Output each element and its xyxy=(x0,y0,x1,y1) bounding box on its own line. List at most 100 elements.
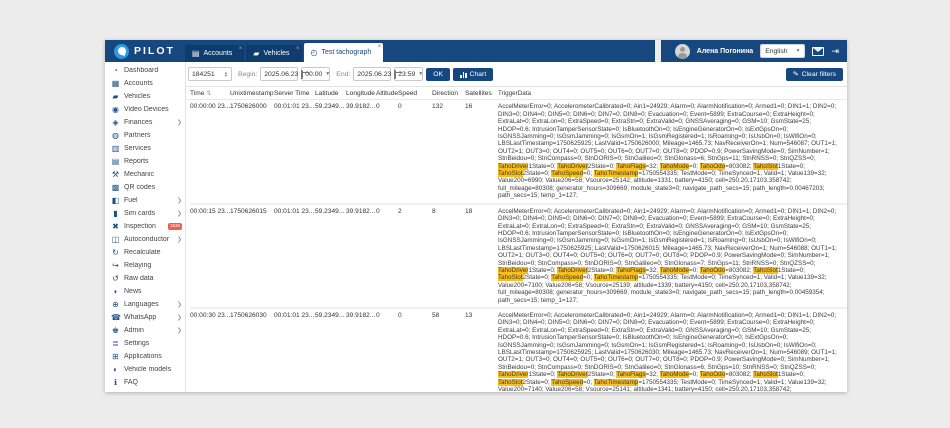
sidebar-item-label: Languages xyxy=(124,301,159,308)
sim-cards-icon: ▮ xyxy=(113,209,118,218)
ok-button[interactable]: OK xyxy=(426,67,451,81)
table-header: Time⇅Unixtimestamp⇅Server TimeLatitudeLo… xyxy=(186,87,847,101)
close-icon[interactable]: × xyxy=(238,46,243,52)
cell-direction: 132 xyxy=(432,103,444,111)
sidebar-item-label: Vehicle models xyxy=(124,366,172,373)
cell-satellites: 18 xyxy=(465,207,473,215)
column-header-latitude: Latitude xyxy=(315,90,346,97)
language-selected: English xyxy=(765,47,788,55)
sidebar-item-finances[interactable]: ◈ Finances ❯ xyxy=(105,116,185,129)
chevron-down-icon: ▼ xyxy=(418,71,424,77)
tab-label: Test tachograph xyxy=(321,49,372,56)
tachograph-tab-icon: ◴ xyxy=(310,48,318,57)
end-date-input[interactable]: 2025.06.23 xyxy=(353,67,403,81)
highlight: TahoSlot xyxy=(498,378,523,386)
sidebar-item-recalculate[interactable]: ↻ Recalculate xyxy=(105,246,185,259)
tab-accounts[interactable]: ▤ Accounts × xyxy=(184,45,245,62)
tab-test-tachograph[interactable]: ◴ Test tachograph × xyxy=(303,43,384,62)
filter-bar: 184251 ▲ ▼ Begin: 2025.06.23 00:00 ▼ End:… xyxy=(186,62,847,87)
sidebar-item-settings[interactable]: ≣ Settings xyxy=(105,337,185,350)
sidebar-item-dashboard[interactable]: ◔ Dashboard xyxy=(105,64,185,77)
chevron-right-icon: ❯ xyxy=(176,302,182,308)
messages-icon[interactable] xyxy=(812,46,825,56)
vehicles-icon: ▰ xyxy=(112,92,119,101)
sidebar-item-vehicle-models[interactable]: ◐ Vehicle models xyxy=(105,363,185,376)
highlight: TahoSlot xyxy=(498,274,523,282)
highlight: TahoFlags xyxy=(616,266,646,274)
sidebar-item-label: Admin xyxy=(124,327,144,334)
sidebar-item-news[interactable]: ◗ News xyxy=(105,285,185,298)
sidebar-item-reports[interactable]: ▤ Reports xyxy=(105,155,185,168)
highlight: TahoSlot xyxy=(753,266,778,274)
sidebar-item-label: Sim cards xyxy=(124,210,156,217)
stepper-icons[interactable]: ▲ ▼ xyxy=(224,69,228,78)
sidebar-item-label: Mechanic xyxy=(124,171,154,178)
sidebar-item-video-devices[interactable]: ◉ Video Devices xyxy=(105,103,185,116)
begin-time-select[interactable]: 00:00 ▼ xyxy=(301,67,331,81)
column-header-unixtimestamp[interactable]: Unixtimestamp⇅ xyxy=(230,90,274,97)
cell-satellites: 16 xyxy=(465,103,473,111)
end-time-select[interactable]: 23:59 ▼ xyxy=(394,67,424,81)
column-header-time[interactable]: Time ⇅ xyxy=(190,90,230,97)
avatar[interactable] xyxy=(674,43,690,59)
sidebar-item-inspection[interactable]: ✖ Inspection 1536 xyxy=(105,220,185,233)
sidebar-item-admin[interactable]: ♚ Admin ❯ xyxy=(105,324,185,337)
sidebar-item-relaying[interactable]: ↪ Relaying xyxy=(105,259,185,272)
language-select[interactable]: English ▼ xyxy=(760,44,806,58)
clear-filters-button[interactable]: ✎ Clear filters xyxy=(785,67,843,81)
calendar-icon[interactable] xyxy=(301,69,310,79)
whatsapp-icon: ☎ xyxy=(111,313,121,322)
vehicles-tab-icon: ▰ xyxy=(253,49,260,58)
sidebar-item-applications[interactable]: ⊞ Applications xyxy=(105,350,185,363)
relaying-icon: ↪ xyxy=(112,261,119,270)
sidebar-item-whatsapp[interactable]: ☎ WhatsApp ❯ xyxy=(105,311,185,324)
applications-icon: ⊞ xyxy=(112,352,119,361)
table-row[interactable]: 00:00:15 23... 1750626015 00:01:01 23... 59… xyxy=(190,205,847,309)
table-row[interactable]: 00:00:30 23... 1750626030 00:01:01 23... 59… xyxy=(190,309,847,392)
sidebar-item-qr-codes[interactable]: ▩ QR codes xyxy=(105,181,185,194)
sidebar-item-raw-data[interactable]: ↺ Raw data xyxy=(105,272,185,285)
close-icon[interactable]: × xyxy=(296,46,300,52)
highlight: TahoDriver xyxy=(557,371,588,379)
tab-vehicles[interactable]: ▰ Vehicles × xyxy=(246,45,302,62)
inspection-icon: ✖ xyxy=(112,222,119,231)
chart-button[interactable]: Chart xyxy=(453,67,494,81)
raw-data-icon: ↺ xyxy=(112,274,119,283)
tab-label: Accounts xyxy=(203,50,233,57)
services-icon: ▥ xyxy=(111,144,120,153)
highlight: TahoSpeed xyxy=(551,378,584,386)
table-body: 00:00:00 23... 1750626000 00:01:01 23... 59… xyxy=(186,100,847,392)
column-label: Direction xyxy=(432,90,459,98)
sidebar-item-label: WhatsApp xyxy=(124,314,157,321)
sidebar-item-sim-cards[interactable]: ▮ Sim cards ❯ xyxy=(105,207,185,220)
cell-time: 00:00:30 23... xyxy=(190,311,230,319)
sidebar-item-mechanic[interactable]: ⚒ Mechanic xyxy=(105,168,185,181)
logout-icon[interactable]: ⇥ xyxy=(831,45,839,56)
column-label: Server Time xyxy=(274,90,310,98)
cell-longitude: 39.9182... xyxy=(346,207,376,215)
highlight: TahoDriver xyxy=(557,266,588,274)
pilot-logo[interactable]: PILOT xyxy=(105,43,185,59)
table-row[interactable]: 00:00:00 23... 1750626000 00:01:01 23... 59… xyxy=(190,100,847,205)
sidebar-item-faq[interactable]: ℹ FAQ xyxy=(105,376,185,389)
begin-date-input[interactable]: 2025.06.23 xyxy=(260,67,310,81)
user-name: Алена Погонина xyxy=(696,47,754,55)
highlight: TahoFlags xyxy=(616,162,646,170)
sidebar-item-languages[interactable]: ⊕ Languages ❯ xyxy=(105,298,185,311)
app-window: PILOT ▤ Accounts × ▰ Vehicles × ◴ Test t… xyxy=(105,40,847,392)
highlight: TahoDriver xyxy=(498,266,529,274)
begin-date-value: 2025.06.23 xyxy=(264,70,299,78)
pilot-logo-icon xyxy=(114,43,129,59)
sidebar-item-fuel[interactable]: ◧ Fuel ❯ xyxy=(105,194,185,207)
close-icon[interactable]: × xyxy=(377,44,382,50)
partners-icon: ◍ xyxy=(112,131,119,140)
sidebar-item-services[interactable]: ▥ Services xyxy=(105,142,185,155)
sidebar-item-vehicles[interactable]: ▰ Vehicles xyxy=(105,90,185,103)
sidebar-item-accounts[interactable]: ▦ Accounts xyxy=(105,77,185,90)
accounts-tab-icon: ▤ xyxy=(191,49,200,58)
sidebar-item-partners[interactable]: ◍ Partners xyxy=(105,129,185,142)
unit-id-input[interactable]: 184251 ▲ ▼ xyxy=(188,67,232,81)
calendar-icon[interactable] xyxy=(394,69,403,79)
sidebar-item-autoconductor[interactable]: ◫ Autoconductor ❯ xyxy=(105,233,185,246)
sidebar-item-label: Dashboard xyxy=(124,67,159,74)
